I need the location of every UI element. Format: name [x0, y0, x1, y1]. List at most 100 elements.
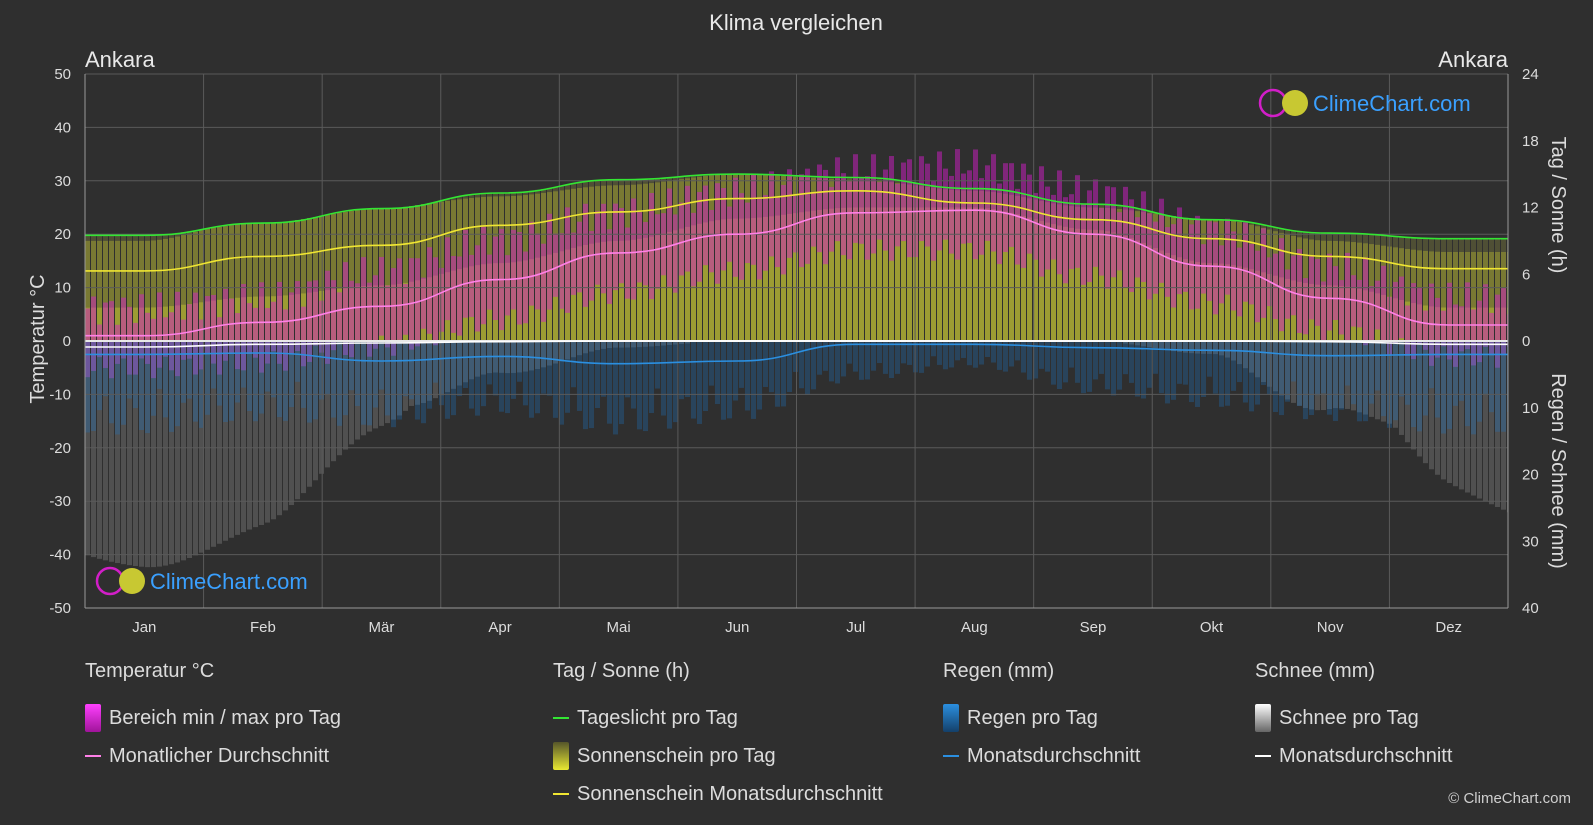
rain-bar: [1183, 341, 1188, 385]
rain-bar: [1141, 341, 1146, 399]
snow-bar: [1141, 341, 1146, 347]
sunshine-bar: [793, 213, 798, 341]
temp-range-bar: [871, 154, 876, 254]
rain-bar: [313, 341, 318, 420]
sunshine-bar: [847, 207, 852, 341]
sunshine-bar: [871, 207, 876, 341]
rain-bar: [1057, 341, 1062, 390]
sunshine-bar: [355, 210, 360, 341]
snow-bar: [295, 341, 300, 500]
daylight-band: [109, 235, 114, 341]
rain-bar: [1291, 341, 1296, 382]
sunshine-bar: [91, 240, 96, 341]
snow-bar: [1435, 341, 1440, 475]
legend-temperature: Temperatur °C Bereich min / max pro Tag …: [85, 660, 341, 775]
sunshine-bar: [943, 189, 948, 341]
rain-avg-swatch: [943, 755, 959, 757]
temp-range-bar: [331, 280, 336, 351]
temp-avg-swatch: [85, 755, 101, 757]
sunshine-bar: [829, 179, 834, 341]
temp-range-bar: [1009, 163, 1014, 247]
sun-tick-label: 12: [1522, 200, 1539, 217]
sunshine-bar: [907, 184, 912, 341]
temp-range-bar: [877, 182, 882, 240]
snow-bar: [313, 341, 318, 481]
daylight-band: [97, 235, 102, 341]
rain-bar: [115, 341, 120, 435]
temp-range-bar: [901, 162, 906, 242]
rain-bar: [757, 341, 762, 410]
temp-range-bar: [475, 245, 480, 332]
daylight-band: [145, 235, 150, 341]
temp-tick-label: -20: [49, 440, 71, 457]
temp-range-bar: [721, 188, 726, 271]
snow-bar: [619, 341, 624, 348]
rain-bar: [445, 341, 450, 419]
legend-label: Monatlicher Durchschnitt: [109, 744, 330, 767]
rain-bar: [1075, 341, 1080, 383]
snow-bar: [1177, 341, 1182, 352]
rain-bar: [883, 341, 888, 374]
sunshine-bar: [223, 225, 228, 341]
sunshine-bar: [859, 207, 864, 341]
temp-range-bar: [115, 324, 120, 364]
rain-bar: [475, 341, 480, 416]
sunshine-bar: [577, 246, 582, 341]
temp-range-bar: [385, 285, 390, 348]
snow-bar: [247, 341, 252, 530]
rain-bar: [1339, 341, 1344, 410]
snow-bar: [1321, 341, 1326, 411]
snow-bar: [673, 341, 678, 345]
snow-bar: [1495, 341, 1500, 508]
snow-bar: [547, 341, 552, 366]
rain-bar: [1333, 341, 1338, 421]
rain-bar: [607, 341, 612, 424]
temp-range-bar: [733, 177, 738, 277]
temp-range-bar: [1111, 187, 1116, 278]
sunshine-bar: [1093, 207, 1098, 341]
sunshine-bar: [853, 207, 858, 341]
temp-range-bar: [481, 226, 486, 325]
temp-range-bar: [139, 294, 144, 359]
temp-range-bar: [1099, 207, 1104, 276]
snow-bar: [445, 341, 450, 393]
snow-bar: [481, 341, 486, 375]
temp-range-bar: [1015, 188, 1020, 265]
sunshine-bar: [835, 208, 840, 341]
sunshine-bar: [283, 221, 288, 341]
temp-range-bar: [1033, 192, 1038, 260]
sunshine-bar: [841, 207, 846, 341]
rain-bar: [865, 341, 870, 380]
rain-bar: [595, 341, 600, 408]
sunshine-bar: [841, 179, 846, 341]
rain-bar: [943, 341, 948, 370]
temp-range-bar: [1345, 252, 1350, 342]
rain-bar: [985, 341, 990, 357]
temp-range-bar: [265, 307, 270, 364]
month-tick-label: Dez: [1435, 619, 1462, 636]
rain-bar: [229, 341, 234, 421]
rain-bar: [397, 341, 402, 420]
sunshine-bar: [805, 211, 810, 341]
sunshine-bar: [253, 223, 258, 341]
rain-bar: [1321, 341, 1326, 394]
temp-range-bar: [355, 283, 360, 340]
rain-bar: [349, 341, 354, 391]
rain-bar: [727, 341, 732, 419]
sunshine-bar: [1009, 212, 1014, 341]
temp-range-bar: [301, 306, 306, 367]
snow-bar: [1195, 341, 1200, 354]
rain-bar: [187, 341, 192, 399]
rain-bar: [697, 341, 702, 424]
daylight-band: [901, 181, 906, 341]
snow-bar: [607, 341, 612, 349]
snow-bar: [1189, 341, 1194, 354]
rain-bar: [559, 341, 564, 425]
temp-range-bar: [211, 294, 216, 364]
daylight-band: [199, 229, 204, 341]
snow-bar: [1123, 341, 1128, 344]
temp-range-bar: [1153, 221, 1158, 294]
snow-bar: [97, 341, 102, 559]
temp-tick-label: -40: [49, 547, 71, 564]
rain-bar: [973, 341, 978, 368]
